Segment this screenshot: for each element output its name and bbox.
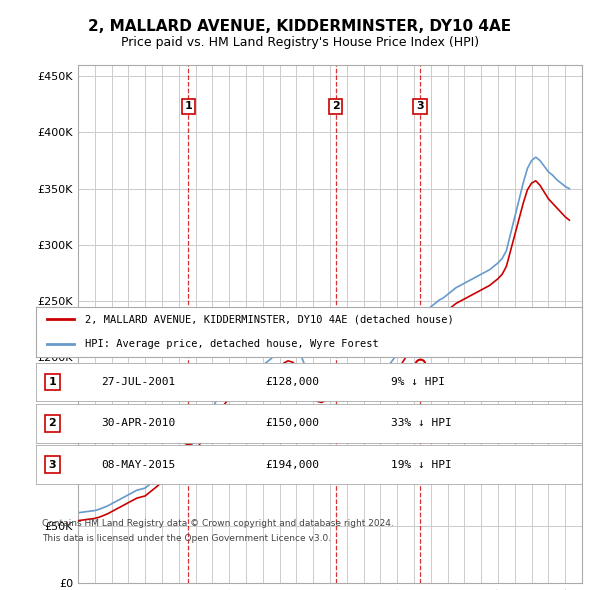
Text: 3: 3 xyxy=(49,460,56,470)
Text: 33% ↓ HPI: 33% ↓ HPI xyxy=(391,418,452,428)
Text: £128,000: £128,000 xyxy=(265,377,319,387)
Text: 2, MALLARD AVENUE, KIDDERMINSTER, DY10 4AE: 2, MALLARD AVENUE, KIDDERMINSTER, DY10 4… xyxy=(88,19,512,34)
Text: HPI: Average price, detached house, Wyre Forest: HPI: Average price, detached house, Wyre… xyxy=(85,339,379,349)
Text: 1: 1 xyxy=(185,101,192,112)
Text: Contains HM Land Registry data © Crown copyright and database right 2024.: Contains HM Land Registry data © Crown c… xyxy=(42,519,394,528)
Text: £150,000: £150,000 xyxy=(265,418,319,428)
Text: Price paid vs. HM Land Registry's House Price Index (HPI): Price paid vs. HM Land Registry's House … xyxy=(121,36,479,49)
Text: £194,000: £194,000 xyxy=(265,460,319,470)
Text: 27-JUL-2001: 27-JUL-2001 xyxy=(101,377,176,387)
Text: 2: 2 xyxy=(332,101,340,112)
Text: 1: 1 xyxy=(49,377,56,387)
Text: 9% ↓ HPI: 9% ↓ HPI xyxy=(391,377,445,387)
Text: 08-MAY-2015: 08-MAY-2015 xyxy=(101,460,176,470)
Text: 19% ↓ HPI: 19% ↓ HPI xyxy=(391,460,452,470)
Text: 3: 3 xyxy=(416,101,424,112)
Text: This data is licensed under the Open Government Licence v3.0.: This data is licensed under the Open Gov… xyxy=(42,534,331,543)
Text: 2: 2 xyxy=(49,418,56,428)
Text: 2, MALLARD AVENUE, KIDDERMINSTER, DY10 4AE (detached house): 2, MALLARD AVENUE, KIDDERMINSTER, DY10 4… xyxy=(85,314,454,325)
Text: 30-APR-2010: 30-APR-2010 xyxy=(101,418,176,428)
